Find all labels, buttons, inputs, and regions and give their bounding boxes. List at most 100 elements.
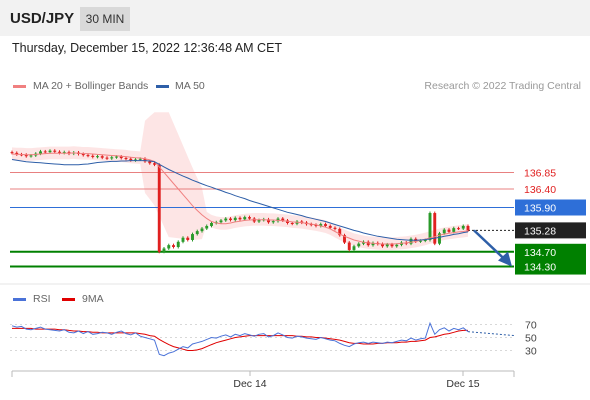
- candle-body: [219, 220, 223, 223]
- candle-body: [210, 223, 213, 226]
- candle-body: [62, 152, 66, 154]
- price-label-box-2: [515, 199, 586, 216]
- candle-body: [43, 151, 47, 153]
- header-bar: USD/JPY 30 MIN: [0, 0, 590, 36]
- x-tick-label-0: Dec 14: [233, 378, 266, 390]
- currency-pair-title: USD/JPY: [10, 10, 75, 27]
- candle-body: [24, 154, 28, 157]
- candle-body: [191, 234, 194, 240]
- candle-body: [15, 152, 19, 155]
- price-label-134.30: 134.30: [524, 262, 556, 274]
- candle-body: [338, 228, 342, 236]
- bollinger-band-area: [12, 112, 468, 251]
- candle-body: [324, 224, 327, 226]
- price-level-labels: 136.85 136.40 135.90 135.28 134.70 134.30: [515, 167, 586, 275]
- rsi-legend-label: RSI: [33, 293, 51, 305]
- candle-body: [395, 244, 399, 247]
- forecast-arrow-head: [498, 251, 512, 267]
- candle-body: [167, 245, 171, 249]
- candle-body: [153, 163, 156, 165]
- ma9-legend-label: 9MA: [82, 293, 104, 305]
- candle-body: [48, 150, 52, 153]
- timestamp: Thursday, December 15, 2022 12:36:48 AM …: [12, 41, 283, 55]
- candle-body: [461, 225, 465, 229]
- candle-body: [205, 225, 209, 229]
- candle-body: [466, 225, 470, 231]
- candle-body: [371, 242, 375, 246]
- ma50-legend-swatch: [156, 85, 169, 88]
- candle-body: [105, 157, 109, 159]
- price-label-136.40: 136.40: [524, 184, 556, 196]
- price-levels: [10, 171, 514, 268]
- candle-body: [148, 161, 152, 164]
- price-label-box-5: [515, 258, 586, 275]
- candle-body: [409, 238, 413, 244]
- x-tick-label-1: Dec 15: [446, 378, 479, 390]
- candle-body: [86, 155, 90, 157]
- candle-body: [110, 157, 114, 159]
- candle-body: [347, 242, 351, 250]
- candle-body: [229, 218, 232, 221]
- candle-body: [129, 158, 133, 161]
- research-credit: Research © 2022 Trading Central: [424, 80, 581, 92]
- candle-body: [452, 228, 456, 232]
- candle-body: [10, 152, 14, 154]
- candle-body: [343, 235, 346, 243]
- candle-body: [124, 158, 128, 160]
- timeframe-badge[interactable]: 30 MIN: [80, 7, 130, 31]
- price-label-136.85: 136.85: [524, 167, 556, 179]
- rsi-line: [11, 321, 469, 357]
- candle-body: [328, 225, 332, 228]
- candle-body: [438, 233, 441, 244]
- candle-body: [257, 220, 261, 222]
- candle-body: [91, 155, 95, 157]
- candle-body: [53, 150, 57, 152]
- ma20-legend-swatch: [13, 85, 26, 88]
- moving-averages: [11, 152, 512, 267]
- candle-body: [457, 228, 460, 230]
- candle-body: [172, 245, 175, 247]
- candle-body: [281, 218, 285, 221]
- candle-body: [286, 220, 289, 223]
- price-label-135.28: 135.28: [524, 225, 556, 237]
- price-label-134.70: 134.70: [524, 247, 556, 259]
- candle-body: [276, 218, 280, 222]
- ma9-legend-swatch: [62, 298, 75, 301]
- candle-body: [271, 221, 275, 223]
- rsi-legend-swatch: [13, 298, 26, 301]
- candle-body: [442, 229, 446, 234]
- candle-body: [333, 227, 337, 229]
- candle-body: [200, 228, 204, 232]
- forecast-arrow-shaft: [473, 229, 507, 262]
- candle-body: [243, 217, 247, 220]
- candle-body: [224, 218, 228, 221]
- candle-body: [119, 156, 123, 159]
- rsi-projection: [467, 331, 515, 337]
- candle-body: [157, 164, 161, 252]
- candle-body: [134, 159, 137, 161]
- ma20-legend-label: MA 20 + Bollinger Bands: [33, 80, 149, 92]
- candle-body: [390, 244, 394, 247]
- price-label-box-4: [515, 243, 586, 260]
- candle-body: [96, 156, 99, 158]
- candle-body: [357, 243, 361, 247]
- candle-body: [58, 151, 61, 153]
- price-label-box-3: [515, 222, 586, 239]
- price-label-135.90: 135.90: [524, 203, 556, 215]
- candle-body: [352, 246, 356, 250]
- candle-body: [381, 244, 384, 247]
- candle-body: [419, 240, 422, 242]
- time-axis: Dec 14 Dec 15: [0, 283, 590, 390]
- candle-body: [290, 223, 294, 224]
- candle-body: [309, 224, 313, 226]
- bollinger-bands: [12, 112, 468, 251]
- candle-body: [248, 217, 251, 219]
- candle-body: [138, 158, 142, 160]
- candle-body: [428, 213, 432, 240]
- candle-body: [300, 221, 304, 223]
- candle-body: [100, 156, 104, 158]
- ma20-line: [11, 152, 469, 245]
- candle-body: [181, 237, 185, 242]
